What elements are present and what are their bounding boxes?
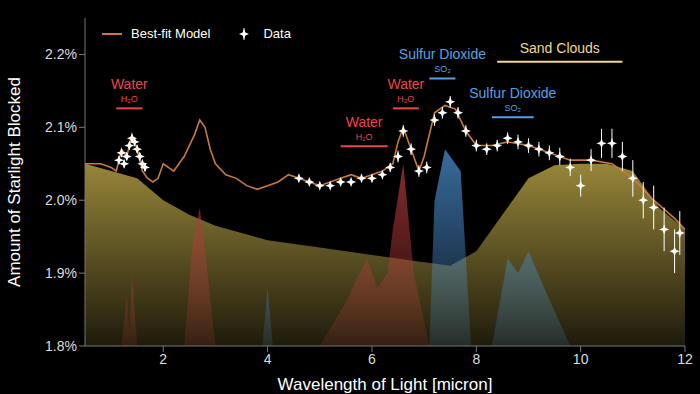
svg-text:Water: Water <box>111 76 148 92</box>
svg-text:8: 8 <box>472 351 480 367</box>
svg-text:12: 12 <box>677 351 692 367</box>
html-text:Data: Data <box>263 26 291 41</box>
svg-text:2: 2 <box>159 351 167 367</box>
svg-text:Water: Water <box>346 114 383 130</box>
svg-text:SO₂: SO₂ <box>505 103 522 113</box>
svg-text:H₂O: H₂O <box>121 94 138 104</box>
svg-text:H₂O: H₂O <box>397 94 414 104</box>
svg-text:Sulfur Dioxide: Sulfur Dioxide <box>399 46 486 62</box>
svg-text:4: 4 <box>264 351 272 367</box>
html-text:Best-fit Model: Best-fit Model <box>131 26 211 41</box>
svg-text:Sand Clouds: Sand Clouds <box>520 40 600 56</box>
svg-text:1.9%: 1.9% <box>45 265 77 281</box>
svg-text:Wavelength of Light [micron]: Wavelength of Light [micron] <box>278 375 493 394</box>
svg-text:10: 10 <box>573 351 589 367</box>
svg-text:Amount of Starlight Blocked: Amount of Starlight Blocked <box>8 77 24 287</box>
svg-text:Water: Water <box>387 76 424 92</box>
svg-text:2.2%: 2.2% <box>45 46 77 62</box>
svg-text:2.1%: 2.1% <box>45 119 77 135</box>
svg-text:H₂O: H₂O <box>356 132 373 142</box>
svg-text:1.8%: 1.8% <box>45 338 77 354</box>
svg-text:SO₂: SO₂ <box>434 64 451 74</box>
svg-text:6: 6 <box>368 351 376 367</box>
svg-text:Sulfur Dioxide: Sulfur Dioxide <box>469 85 556 101</box>
svg-text:2.0%: 2.0% <box>45 192 77 208</box>
